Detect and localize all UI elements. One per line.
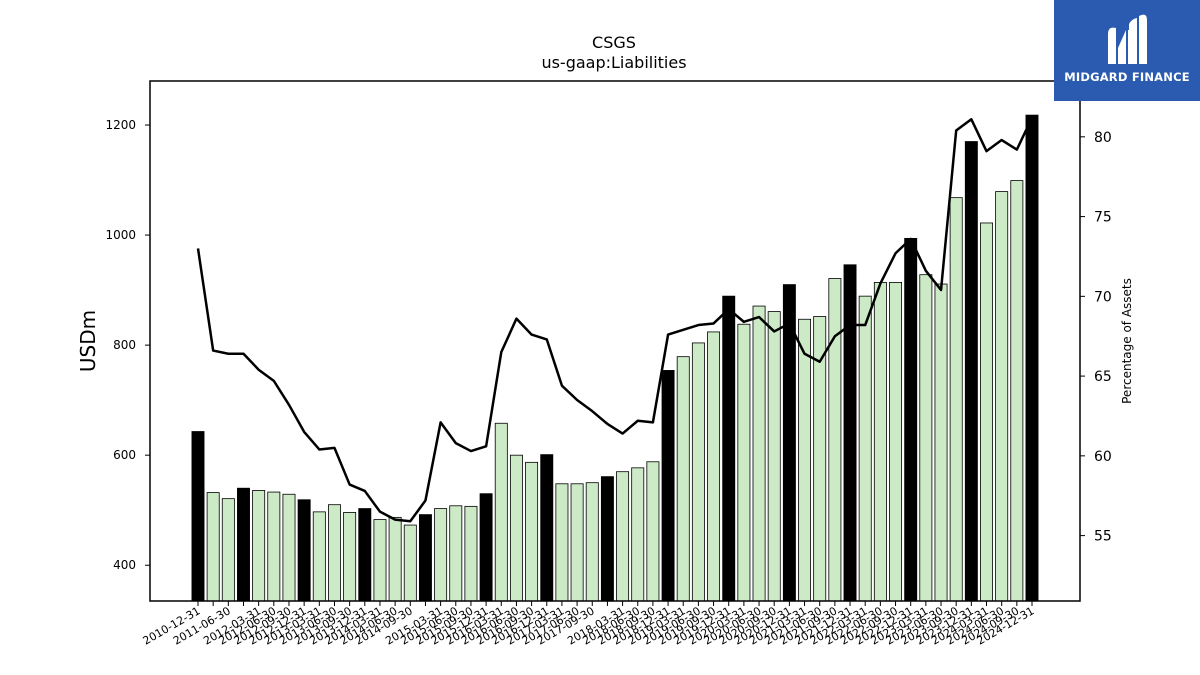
midgard-finance-logo: MIDGARD FINANCE xyxy=(1054,0,1200,101)
bar-2014-03-31 xyxy=(373,519,387,602)
bar-2016-06-30 xyxy=(509,454,523,602)
bar-2012-12-31 xyxy=(297,499,311,602)
bar-2021-09-30 xyxy=(828,278,842,602)
bar-series xyxy=(191,114,1039,602)
y2-axis-label: Percentage of Assets xyxy=(1120,278,1134,404)
bar-2023-06-30 xyxy=(934,283,948,602)
line-series xyxy=(196,117,1034,523)
bar-2014-12-31 xyxy=(418,514,432,602)
y2-tick-label: 70 xyxy=(1094,289,1112,305)
bar-2019-09-30 xyxy=(707,331,721,602)
bar-2023-09-30 xyxy=(949,197,963,602)
bar-2024-03-31 xyxy=(980,222,993,602)
bar-2014-06-30 xyxy=(388,516,402,602)
bar-2019-12-31 xyxy=(722,295,736,602)
y-axis-right: 55 60 65 70 75 80 xyxy=(1080,130,1112,545)
bar-2013-06-30 xyxy=(328,504,341,602)
bar-2011-03-31 xyxy=(206,492,220,602)
bar-2012-03-31 xyxy=(252,489,266,602)
bar-2015-09-30 xyxy=(464,505,478,602)
bar-2015-03-31 xyxy=(434,508,448,602)
bar-2021-12-31 xyxy=(843,264,857,602)
bar-2015-12-31 xyxy=(479,493,493,602)
bar-2019-06-30 xyxy=(691,342,705,602)
bar-2013-03-31 xyxy=(312,511,326,602)
y-tick-label: 1000 xyxy=(105,228,136,242)
bar-2020-09-30 xyxy=(767,311,781,602)
bar-2017-03-31 xyxy=(555,483,569,602)
bar-2016-03-31 xyxy=(494,422,508,602)
y-axis-label: USDm xyxy=(76,310,100,372)
bar-2024-06-30 xyxy=(995,191,1009,602)
y2-tick-label: 60 xyxy=(1094,449,1112,465)
bar-2024-12-31 xyxy=(1025,114,1039,602)
bar-2017-12-31 xyxy=(600,476,614,602)
bar-2013-12-31 xyxy=(358,508,372,602)
y2-tick-label: 65 xyxy=(1094,369,1112,385)
bar-2021-03-31 xyxy=(798,318,812,602)
bar-2022-03-31 xyxy=(858,295,872,602)
y-tick-label: 800 xyxy=(113,338,136,352)
bar-2023-12-31 xyxy=(964,141,978,602)
bar-2011-06-30 xyxy=(221,498,235,602)
bar-2020-03-31 xyxy=(737,323,751,602)
chart-subtitle: us-gaap:Liabilities xyxy=(541,53,686,72)
y-tick-label: 400 xyxy=(113,558,136,572)
bar-2018-06-30 xyxy=(631,467,645,602)
bar-2022-09-30 xyxy=(889,281,902,602)
percentage-of-assets-line xyxy=(196,117,1034,523)
bar-2018-03-31 xyxy=(616,471,630,602)
bar-2013-09-30 xyxy=(343,512,357,602)
bar-2011-12-31 xyxy=(237,487,250,602)
logo-text: MIDGARD FINANCE xyxy=(1064,70,1190,84)
bar-2017-09-30 xyxy=(585,482,599,602)
bar-2023-03-31 xyxy=(919,274,933,602)
y2-tick-label: 75 xyxy=(1094,210,1112,226)
bar-2015-06-30 xyxy=(449,505,463,602)
bar-2019-03-31 xyxy=(676,356,690,602)
plot-frame xyxy=(149,80,1081,602)
y-tick-label: 600 xyxy=(113,448,136,462)
bar-2024-09-30 xyxy=(1010,180,1024,602)
bar-2022-06-30 xyxy=(873,281,887,602)
bar-2018-09-30 xyxy=(646,461,660,602)
y2-tick-label: 55 xyxy=(1094,529,1112,545)
bar-2022-12-31 xyxy=(904,237,918,602)
y-axis-left: 400 600 800 1000 1200 xyxy=(105,118,150,572)
x-axis: 2010-12-312011-06-302012-03-312012-06-30… xyxy=(141,601,1037,648)
y-tick-label: 1200 xyxy=(105,118,136,132)
midgard-logo-icon xyxy=(1108,14,1147,65)
bar-2014-09-30 xyxy=(403,524,417,602)
y2-tick-label: 80 xyxy=(1094,130,1112,146)
bar-2017-06-30 xyxy=(570,483,584,602)
bar-2016-12-31 xyxy=(540,454,554,602)
bar-2016-09-30 xyxy=(525,461,539,602)
bar-2010-12-31 xyxy=(191,431,205,602)
chart-title: CSGS xyxy=(592,33,636,52)
bar-2012-09-30 xyxy=(282,493,296,602)
bar-2018-12-31 xyxy=(661,370,675,602)
bar-2012-06-30 xyxy=(267,491,281,602)
bar-2020-06-30 xyxy=(752,305,766,602)
